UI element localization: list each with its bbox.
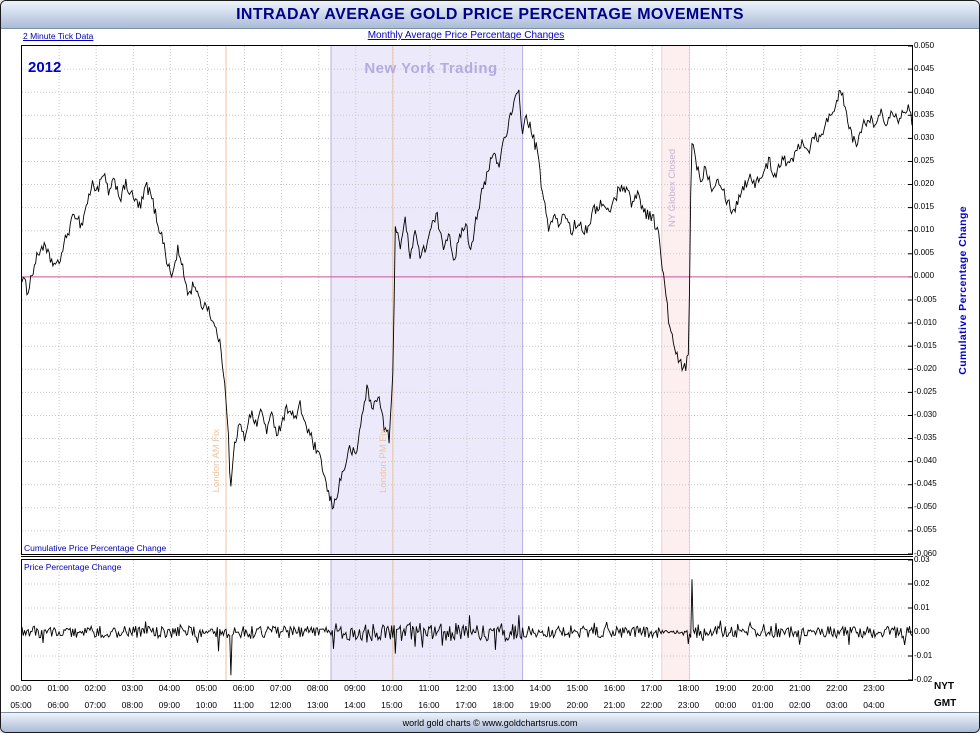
x-axis-label: 15:00 (381, 700, 403, 710)
x-axis-label: 14:00 (529, 683, 551, 693)
nyt-row-label: NYT (934, 681, 954, 692)
x-axis-label: 03:00 (121, 683, 143, 693)
y-axis-label: -0.050 (914, 502, 937, 512)
y-axis-label: -0.045 (914, 479, 937, 489)
x-axis-label: 07:00 (84, 700, 106, 710)
y-axis-label: 0.035 (914, 109, 935, 119)
tick-change-chart (22, 560, 912, 680)
footer-text: world gold charts © www.goldchartsrus.co… (402, 717, 578, 728)
x-axis-label: 08:00 (121, 700, 143, 710)
y-axis-label: 0.045 (914, 63, 935, 73)
monthly-average-link[interactable]: Monthly Average Price Percentage Changes (367, 30, 565, 41)
y-axis-label: 0.040 (914, 86, 935, 96)
tick-panel-label: Price Percentage Change (24, 562, 122, 572)
y-axis-label: -0.060 (914, 548, 937, 558)
page-title: INTRADAY AVERAGE GOLD PRICE PERCENTAGE M… (236, 5, 744, 23)
x-axis-label: 22:00 (826, 683, 848, 693)
new-york-trading-watermark: New York Trading (364, 60, 498, 77)
x-axis-label: 04:00 (863, 700, 885, 710)
x-axis-label: 20:00 (752, 683, 774, 693)
x-axis-label: 22:00 (640, 700, 663, 710)
year-label: 2012 (28, 59, 62, 76)
y-axis-label: 0.03 (914, 554, 930, 564)
y-axis-label: -0.015 (914, 340, 937, 350)
x-axis-label: 19:00 (529, 700, 551, 710)
x-axis-label: 05:00 (10, 700, 32, 710)
y-axis-label: -0.040 (914, 456, 937, 466)
y-axis-label: 0.02 (914, 578, 930, 588)
y-axis-label: -0.010 (914, 317, 937, 327)
tick-data-link[interactable]: 2 Minute Tick Data (23, 31, 94, 41)
x-axis-label: 08:00 (307, 683, 329, 693)
x-axis-label: 06:00 (47, 700, 69, 710)
ny-globex-closed-label: NY Globex Closed (667, 149, 678, 227)
x-axis-label: 00:00 (10, 683, 32, 693)
x-axis-label: 17:00 (455, 700, 477, 710)
y-axis-label: 0.010 (914, 225, 935, 235)
x-axis-label: 23:00 (863, 683, 885, 693)
y-axis-label: -0.025 (914, 386, 937, 396)
y-axis-label: 0.025 (914, 156, 935, 165)
x-axis-label: 20:00 (566, 700, 588, 710)
y-axis-label: 0.000 (914, 271, 935, 281)
footer-bar: world gold charts © www.goldchartsrus.co… (1, 712, 979, 732)
y-axis-label: 0.01 (914, 602, 930, 612)
x-axis-label: 06:00 (232, 683, 255, 693)
y-axis-label: -0.005 (914, 294, 937, 304)
x-axis-label: 21:00 (603, 700, 625, 710)
y-axis-label: -0.035 (914, 433, 937, 442)
x-axis-label: 13:00 (492, 683, 514, 693)
y-axis-label: -0.030 (914, 410, 937, 419)
y-axis-label: -0.02 (914, 674, 933, 684)
y-axis-label: -0.020 (914, 363, 937, 373)
x-axis-label: 03:00 (826, 700, 848, 710)
x-axis-label: 14:00 (344, 700, 366, 710)
cumulative-axis-title: Cumulative Percentage Change (957, 206, 969, 375)
london-pm-fix-label: London PM Fix (378, 429, 389, 493)
y-axis-label: -0.01 (914, 650, 933, 660)
y-axis-label: 0.015 (914, 202, 935, 212)
x-axis-label: 07:00 (269, 683, 292, 693)
x-axis-label: 23:00 (677, 700, 700, 710)
y-axis-label: 0.00 (914, 626, 930, 636)
london-am-fix-label: London AM Fix (211, 429, 222, 493)
x-axis-label: 11:00 (233, 700, 254, 710)
y-axis-label: 0.005 (914, 248, 935, 258)
x-axis-label: 18:00 (677, 683, 700, 693)
y-axis-label: 0.050 (914, 40, 935, 50)
x-axis-label: 10:00 (381, 683, 403, 693)
gmt-row-label: GMT (934, 698, 957, 709)
cumulative-chart (22, 46, 912, 554)
x-axis-label: 04:00 (158, 683, 180, 693)
x-axis-label: 02:00 (84, 683, 106, 693)
cumulative-panel-label: Cumulative Price Percentage Change (24, 543, 167, 553)
x-axis-label: 12:00 (269, 700, 292, 710)
x-axis-label: 16:00 (418, 700, 440, 710)
x-axis-label: 16:00 (603, 683, 625, 693)
y-axis-label: 0.020 (914, 179, 935, 188)
x-axis-label: 18:00 (492, 700, 514, 710)
x-axis-label: 09:00 (158, 700, 180, 710)
title-bar: INTRADAY AVERAGE GOLD PRICE PERCENTAGE M… (1, 1, 979, 29)
x-axis-label: 02:00 (789, 700, 811, 710)
y-axis-label: 0.030 (914, 132, 935, 142)
x-axis-label: 01:00 (752, 700, 774, 710)
x-axis-label: 10:00 (195, 700, 218, 710)
x-axis-label: 11:00 (418, 683, 440, 693)
y-axis-label: -0.055 (914, 525, 937, 535)
x-axis-label: 17:00 (640, 683, 663, 693)
x-axis-label: 05:00 (195, 683, 218, 693)
tick-change-panel (21, 559, 913, 681)
x-axis-label: 00:00 (714, 700, 737, 710)
x-axis-label: 09:00 (344, 683, 366, 693)
x-axis-label: 12:00 (455, 683, 477, 693)
cumulative-panel (21, 45, 913, 555)
x-axis-label: 21:00 (789, 683, 811, 693)
x-axis-label: 13:00 (307, 700, 329, 710)
x-axis-label: 01:00 (47, 683, 69, 693)
x-axis-label: 19:00 (714, 683, 737, 693)
x-axis-label: 15:00 (566, 683, 588, 693)
panel-separator (21, 556, 913, 557)
